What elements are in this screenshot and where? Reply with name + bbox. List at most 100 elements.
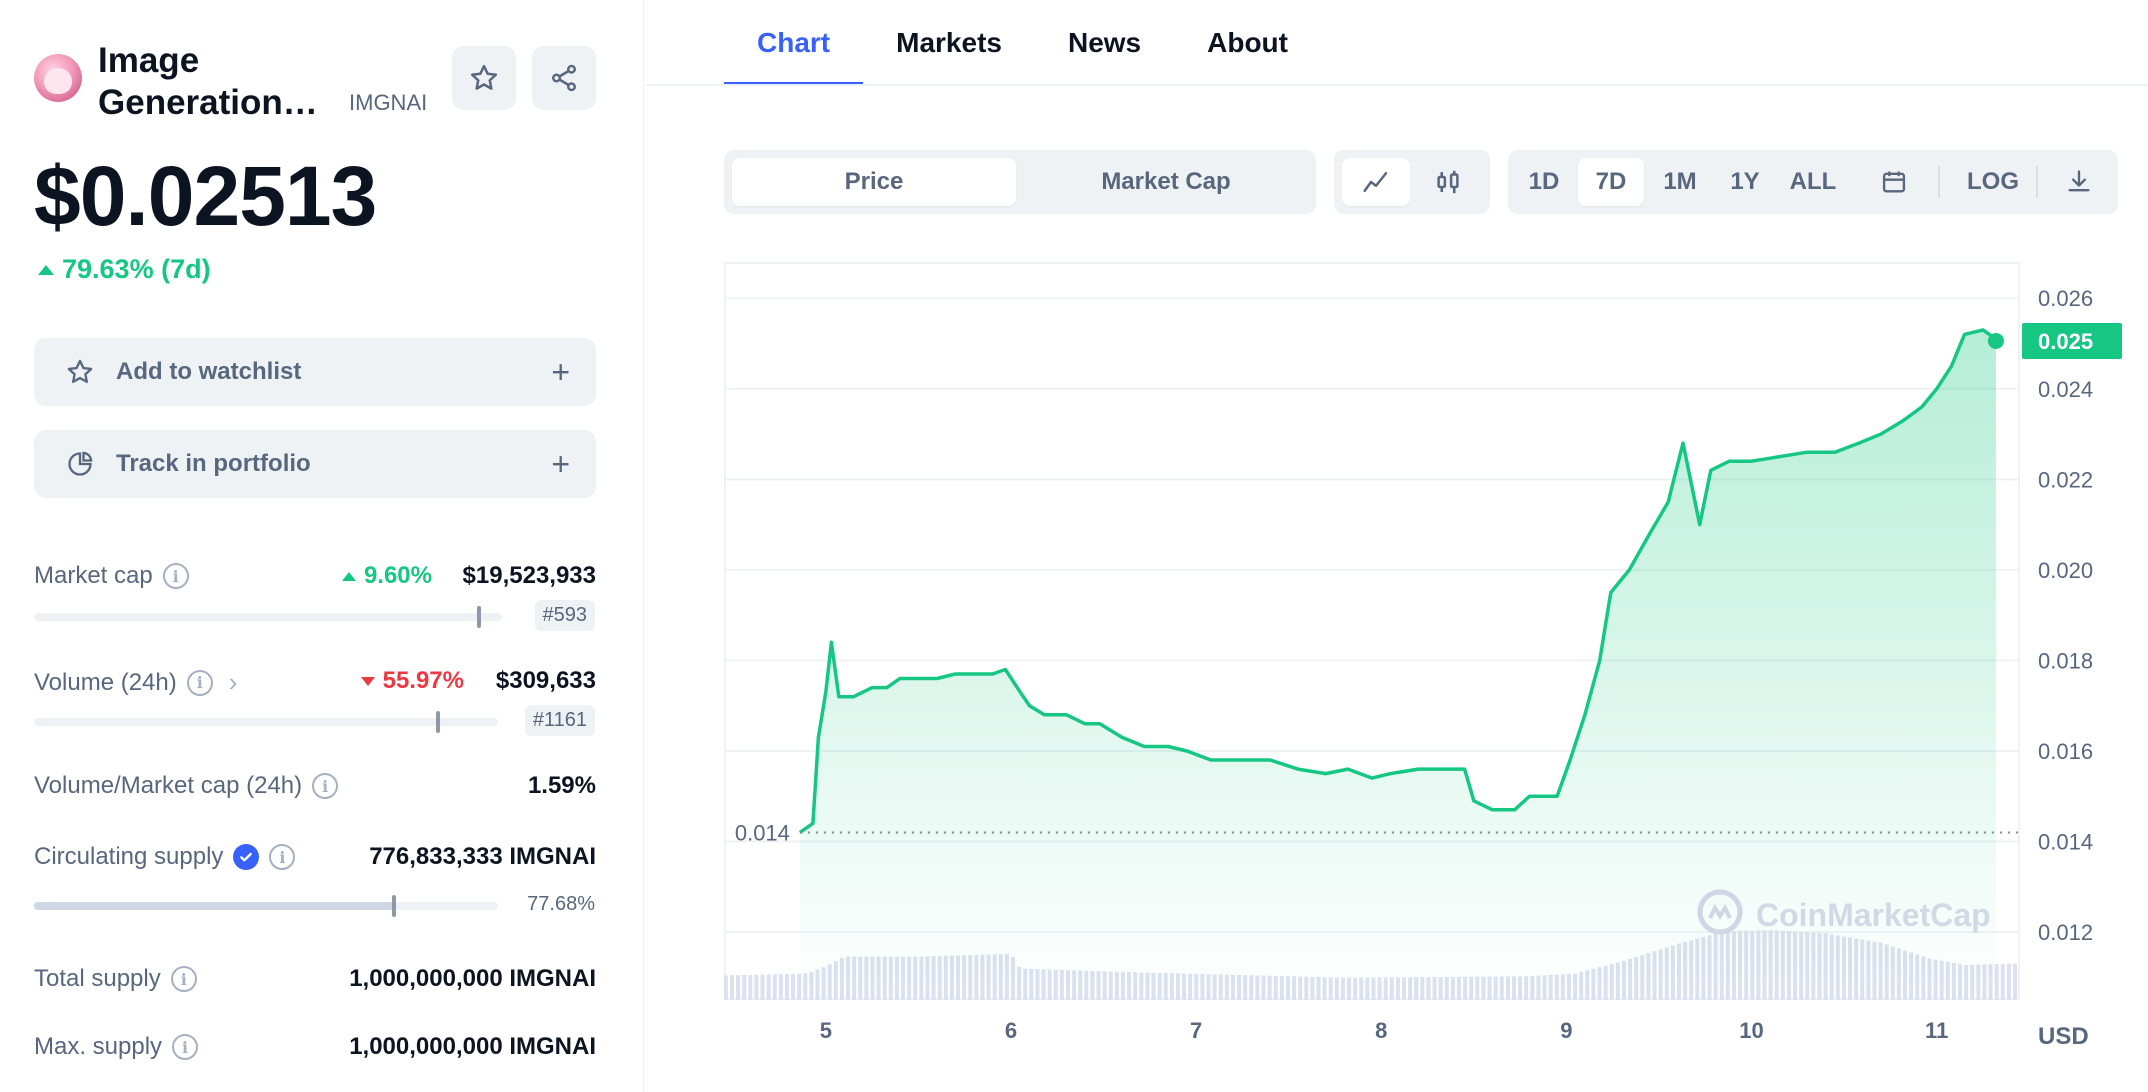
volume-bar [1994,964,1999,1000]
favorite-button[interactable] [452,46,516,110]
volume-change: 55.97% [360,667,464,695]
verified-check-icon[interactable] [233,844,260,870]
candlestick-icon [1437,170,1459,194]
coin-header: Image Generation… IMGNAI [34,40,596,122]
volume-bar [748,974,753,1000]
volume-bar [791,973,796,1000]
range-1m-button[interactable]: 1M [1663,168,1697,195]
volume-label-text: Volume (24h) [34,668,177,696]
tab-chart[interactable]: Chart [724,0,864,86]
volume-change-value: 55.97% [382,667,464,694]
watermark-logo-icon [1697,889,1743,935]
market-cap-value: $19,523,933 [462,562,596,589]
info-icon[interactable]: i [186,669,213,696]
price-toggle-button[interactable]: Price [732,158,1016,206]
x-tick-label: 7 [1190,1018,1202,1043]
star-icon [470,64,498,90]
log-scale-button[interactable]: LOG [1967,168,2019,195]
range-7d-button[interactable]: 7D [1578,158,1644,206]
volume-bar [736,975,741,1000]
range-1y-button[interactable]: 1Y [1730,168,1760,195]
volume-bar [2000,963,2005,1000]
info-icon[interactable]: i [170,966,197,992]
caret-up-icon [38,264,54,275]
range-1d-button[interactable]: 1D [1528,168,1560,195]
y-tick-label: 0.016 [2038,739,2093,764]
circulating-supply-fill [34,902,395,910]
market-cap-change: 9.60% [341,562,432,590]
date-range-button[interactable] [1864,158,1924,206]
volume-bar [784,973,789,1000]
calendar-icon [1882,171,1906,193]
y-tick-label: 0.014 [2038,830,2093,855]
y-tick-label: 0.022 [2038,467,2093,492]
info-icon[interactable]: i [172,1034,199,1060]
volume-bar [797,973,802,1000]
candlestick-chart-button[interactable] [1414,158,1482,206]
price-change-7d-value: 79.63% (7d) [62,254,211,284]
range-all-button[interactable]: ALL [1789,168,1837,195]
tab-markets[interactable]: Markets [896,27,1002,58]
download-button[interactable] [2048,158,2110,206]
circulating-supply-label-text: Circulating supply [34,843,224,870]
total-supply-label-text: Total supply [34,965,161,992]
volume-label[interactable]: Volume (24h) i › [34,667,237,698]
star-outline-icon [66,358,94,386]
x-tick-label: 11 [1925,1018,1948,1043]
info-icon[interactable]: i [162,563,189,589]
price-labels: 0.014 0.025 [735,322,2122,845]
track-portfolio-button[interactable]: Track in portfolio + [34,430,596,498]
stat-max-supply: Max. supply i 1,000,000,000 IMGNAI [34,1033,596,1073]
coin-logo [34,54,82,102]
stat-market-cap: Market cap i 9.60% $19,523,933 [34,562,596,602]
plus-icon: + [551,353,570,390]
price-line [798,328,1997,834]
watermark-text: CoinMarketCap [1756,897,1991,933]
info-icon[interactable]: i [269,844,296,870]
stat-volume-market-cap: Volume/Market cap (24h) i 1.59% [34,772,596,812]
volume-bar [2013,963,2018,1000]
share-button[interactable] [532,46,596,110]
price-chart-svg[interactable]: CoinMarketCap 0.0260.0240.0220.0200.0180… [723,262,2144,1082]
market-cap-rank-marker [476,606,481,628]
tabs-divider [646,84,2148,86]
vol-mcap-label: Volume/Market cap (24h) i [34,772,339,800]
tab-about[interactable]: About [1207,27,1288,58]
volume-bar [754,974,759,1000]
market-cap-rank: #593 [534,600,595,631]
y-tick-label: 0.018 [2038,648,2093,673]
y-tick-label: 0.020 [2038,558,2093,583]
toolbar-divider [2036,166,2038,198]
volume-rank-bar [34,711,498,733]
volume-value: $309,633 [495,667,596,694]
info-icon[interactable]: i [312,773,339,799]
volume-bar [2006,963,2011,1000]
stat-circulating-supply: Circulating supply i 776,833,333 IMGNAI [34,843,596,883]
plus-icon: + [551,445,570,482]
share-icon [552,64,576,92]
total-supply-value: 1,000,000,000 IMGNAI [349,965,596,992]
volume-bar [766,974,771,1000]
open-price-label: 0.014 [735,820,790,845]
price-chart[interactable]: CoinMarketCap 0.026 0.024 0.022 0.020 0.018 0… [723,262,2144,1082]
vol-mcap-label-text: Volume/Market cap (24h) [34,772,303,799]
market-cap-rank-bar [34,606,502,628]
x-tick-label: 8 [1375,1018,1387,1043]
time-range-toggle: 1D 7D 1M 1Y ALL LOG [1508,150,2118,214]
circulating-supply-label: Circulating supply i [34,843,296,871]
stat-volume: Volume (24h) i › 55.97% $309,633 [34,667,596,707]
current-price-label: 0.025 [2038,329,2093,354]
chevron-right-icon[interactable]: › [228,667,238,697]
tab-news[interactable]: News [1067,27,1142,58]
chart-type-toggle [1334,150,1490,214]
circulating-supply-bar [34,895,498,917]
volume-bar [772,974,777,1000]
circulating-supply-pct: 77.68% [527,893,595,915]
market-cap-toggle-button[interactable]: Market Cap [1101,168,1231,195]
add-to-watchlist-button[interactable]: Add to watchlist + [34,338,596,406]
metric-toggle: Price Market Cap [724,150,1316,214]
line-chart-button[interactable] [1342,158,1410,206]
current-price-dot [1987,332,2004,349]
current-price-badge [2022,322,2122,359]
x-tick-label: 9 [1560,1018,1572,1043]
